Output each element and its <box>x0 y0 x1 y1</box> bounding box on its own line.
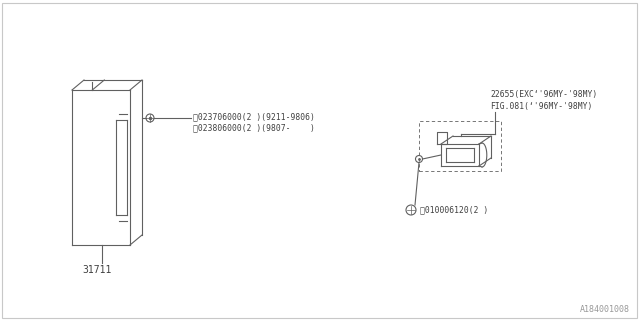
Text: FIG.081(‘'96MY-'98MY): FIG.081(‘'96MY-'98MY) <box>490 101 593 110</box>
Text: A184001008: A184001008 <box>580 305 630 314</box>
Text: Ⓑ010006120(2 ): Ⓑ010006120(2 ) <box>420 205 488 214</box>
Text: 22655(EXC‘'96MY-'98MY): 22655(EXC‘'96MY-'98MY) <box>490 91 597 100</box>
Text: ⓝ023806000(2 )(9807-    ): ⓝ023806000(2 )(9807- ) <box>193 124 315 132</box>
Text: 31711: 31711 <box>82 265 111 275</box>
Text: ⓝ023706000(2 )(9211-9806): ⓝ023706000(2 )(9211-9806) <box>193 113 315 122</box>
Bar <box>419 121 501 171</box>
